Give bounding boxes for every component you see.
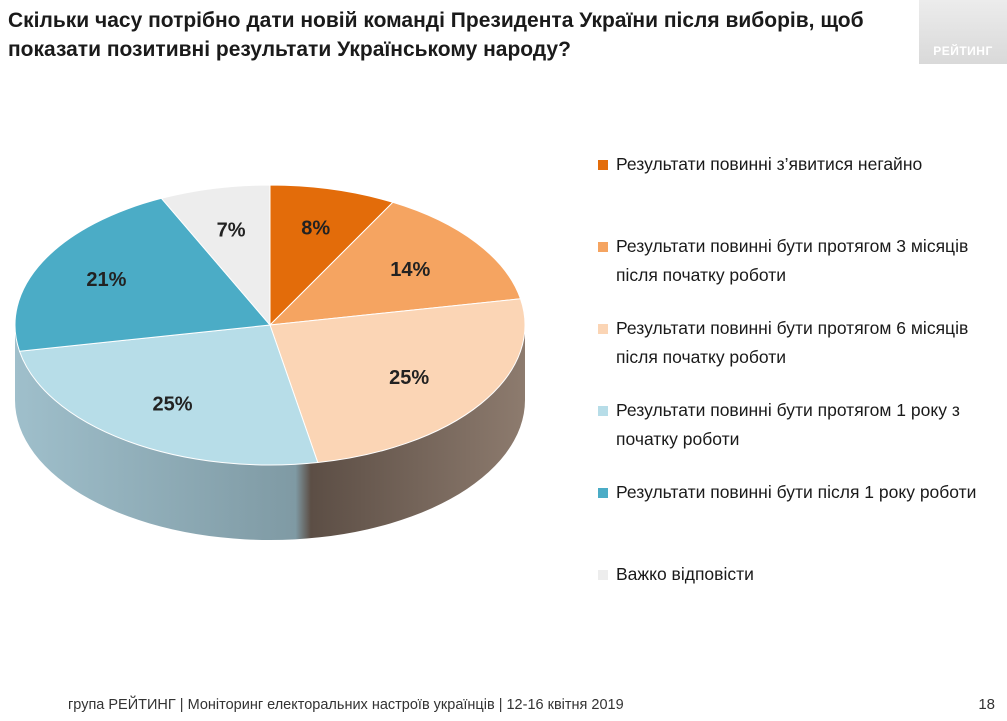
legend-item: Результати повинні бути протягом 3 місяц… — [598, 232, 1003, 314]
pie-slice-label-4: 25% — [153, 394, 193, 416]
brand-logo: РЕЙТИНГ — [919, 0, 1007, 64]
legend-item: Результати повинні бути протягом 6 місяц… — [598, 314, 1003, 396]
legend-swatch — [598, 242, 608, 252]
legend-swatch — [598, 160, 608, 170]
pie-slice-2 — [268, 201, 522, 326]
legend-label: Важко відповісти — [616, 564, 754, 584]
chart-title: Скільки часу потрібно дати новій команді… — [8, 9, 864, 61]
pie-slice-6 — [160, 184, 271, 327]
pie-slice-1 — [269, 184, 394, 327]
legend-label: Результати повинні бути протягом 6 місяц… — [616, 318, 969, 367]
legend-swatch — [598, 406, 608, 416]
pie-chart: 8% 14% 25% 25% 21% 7% — [14, 184, 526, 540]
legend-item: Результати повинні з’явитися негайно — [598, 150, 1003, 232]
chart-legend: Результати повинні з’явитися негайно Резу… — [598, 150, 1003, 642]
pie-side-wall — [15, 325, 525, 540]
pie-slice-3 — [269, 298, 526, 464]
pie-slice-label-2: 14% — [390, 259, 430, 281]
legend-swatch — [598, 488, 608, 498]
legend-swatch — [598, 324, 608, 334]
legend-swatch — [598, 570, 608, 580]
pie-slice-label-5: 21% — [86, 269, 126, 291]
legend-item: Результати повинні бути після 1 року роб… — [598, 478, 1003, 560]
pie-slice-label-3: 25% — [389, 367, 429, 389]
legend-item: Важко відповісти — [598, 560, 1003, 642]
brand-logo-text: РЕЙТИНГ — [933, 44, 993, 58]
legend-label: Результати повинні бути протягом 1 року … — [616, 400, 960, 449]
pie-slice-label-1: 8% — [301, 217, 330, 239]
pie-slice-4 — [18, 324, 319, 466]
pie-slice-5 — [14, 197, 271, 352]
legend-label: Результати повинні з’явитися негайно — [616, 154, 923, 174]
pie-slice-label-6: 7% — [217, 219, 246, 241]
legend-label: Результати повинні бути протягом 3 місяц… — [616, 236, 969, 285]
legend-label: Результати повинні бути після 1 року роб… — [616, 482, 977, 502]
footer-source: група РЕЙТИНГ | Моніторинг електоральних… — [68, 697, 624, 713]
legend-item: Результати повинні бути протягом 1 року … — [598, 396, 1003, 478]
page-number: 18 — [978, 696, 995, 713]
